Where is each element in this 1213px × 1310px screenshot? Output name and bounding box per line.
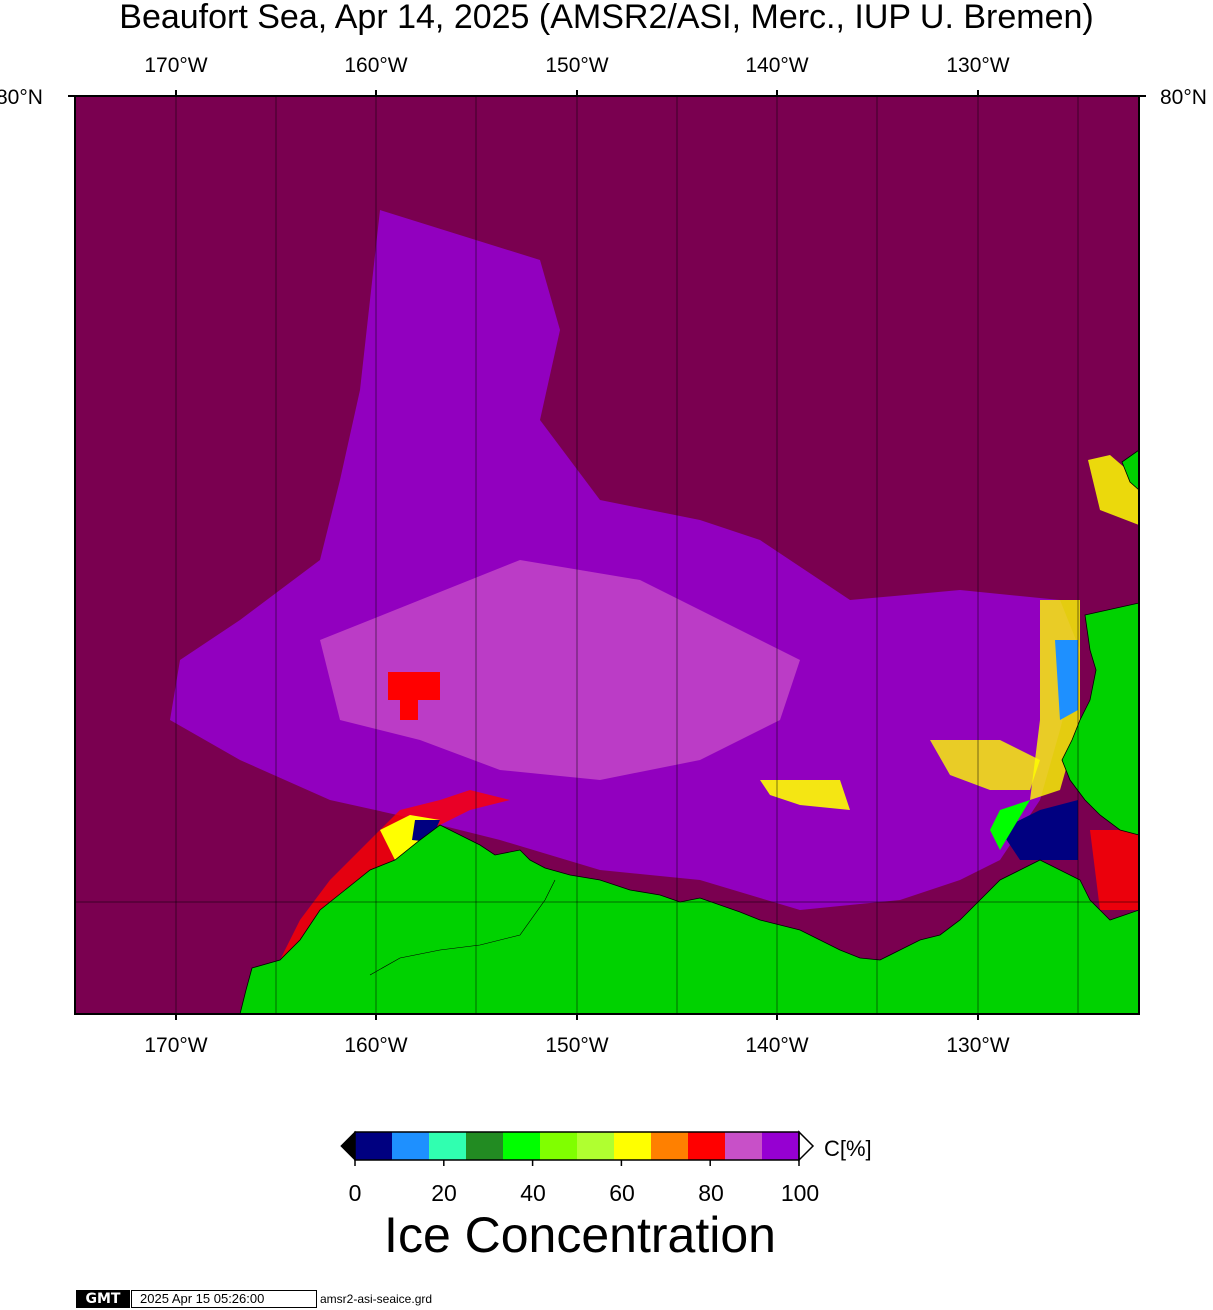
colorbar-tick-label: 0 [348,1180,362,1206]
colorbar-swatch [725,1132,763,1160]
colorbar-tick-label: 20 [431,1180,457,1206]
alaska-coast [239,824,1140,1015]
colorbar-swatch [429,1132,467,1160]
colorbar-swatch [688,1132,726,1160]
coastal-lead-band [412,820,440,842]
colorbar-swatch [614,1132,652,1160]
gmt-logo: GMT [76,1290,130,1308]
colorbar-swatch [503,1132,541,1160]
lon-label-top-160w: 160°W [344,54,408,77]
colorbar-tick-label: 60 [609,1180,635,1206]
ice-concentration-field [170,210,1139,960]
lon-label-bottom-130w: 130°W [946,1034,1010,1057]
open-water-patch [1000,800,1078,860]
colorbar-swatch [540,1132,578,1160]
lon-label-bottom-170w: 170°W [144,1034,208,1057]
frame-ticks [68,90,1146,1020]
lat-label-right-80n: 80°N [1160,86,1207,109]
colorbar-unit: C[%] [824,1136,872,1161]
gmt-filename: amsr2-asi-seaice.grd [320,1292,433,1306]
colorbar-swatch [355,1132,393,1160]
lon-label-bottom-160w: 160°W [344,1034,408,1057]
colorbar-frame [354,1131,800,1161]
map-title: Beaufort Sea, Apr 14, 2025 (AMSR2/ASI, M… [119,0,1094,36]
lon-label-bottom-140w: 140°W [745,1034,809,1057]
gmt-timestamp: 2025 Apr 15 05:26:00 [131,1290,317,1308]
lon-label-bottom-150w: 150°W [545,1034,609,1057]
open-water-patch [1055,640,1078,720]
colorbar-swatch [651,1132,689,1160]
lat-label-left-80n: 80°N [0,86,43,109]
colorbar-swatch [466,1132,504,1160]
colorbar-tick-label: 80 [698,1180,724,1206]
coastal-lead-band [990,800,1030,850]
ice-red-patch [400,700,418,720]
ice-high-concentration-region [170,210,1080,910]
lon-label-top-130w: 130°W [946,54,1010,77]
lon-label-top-170w: 170°W [144,54,208,77]
colorbar-swatch [762,1132,800,1160]
colorbar-title: Ice Concentration [384,1207,776,1263]
colorbar-swatch [577,1132,615,1160]
graticule [75,96,1139,1014]
border-line [369,879,556,976]
ice-red-patch [388,672,440,700]
banks-island-coast [1061,602,1140,836]
coastal-lead-band [1090,830,1139,910]
colorbar-under-triangle [340,1130,356,1162]
colorbar-swatch [392,1132,430,1160]
coastal-lead-band [760,780,850,810]
ice-medium-concentration-region [320,560,800,780]
lon-label-top-140w: 140°W [745,54,809,77]
lon-label-top-150w: 150°W [545,54,609,77]
coastal-lead-band [930,740,1040,790]
colorbar-tick-label: 40 [520,1180,546,1206]
map-frame [74,95,1140,1015]
colorbar [340,1130,815,1166]
colorbar-tick-label: 100 [780,1180,820,1206]
colorbar-over-triangle [798,1130,815,1162]
land-mass [239,449,1140,1015]
